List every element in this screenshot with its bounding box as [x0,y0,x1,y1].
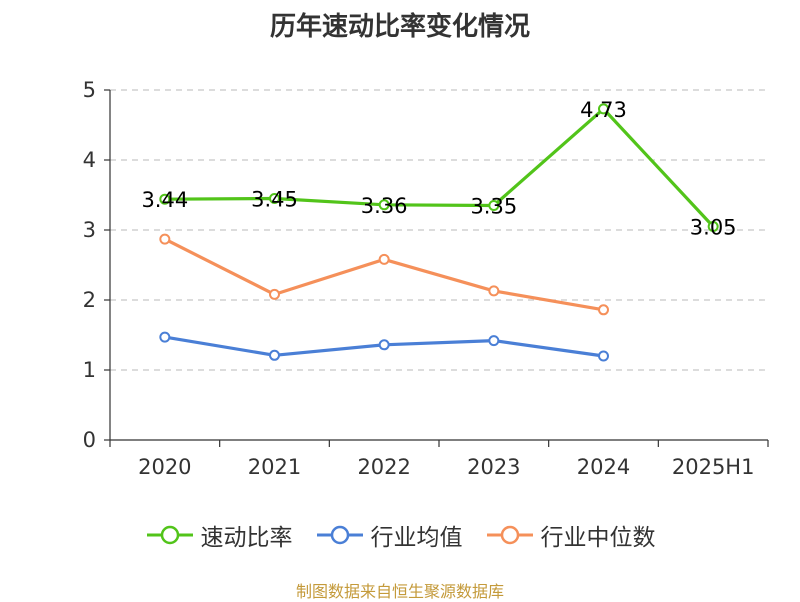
chart-title: 历年速动比率变化情况 [269,12,530,42]
grid-lines [110,89,768,371]
data-label: 3.44 [141,188,188,212]
x-tick-label: 2021 [248,455,301,479]
y-tick-label: 1 [83,358,96,382]
data-point [488,335,500,347]
data-label: 4.73 [580,98,627,122]
x-tick-label: 2023 [467,455,520,479]
data-label: 3.36 [361,194,408,218]
axes: 0 1 2 3 4 5 2020 2021 2022 2023 2024 2025H1 [83,78,769,479]
data-point [707,221,719,232]
legend-line-icon [486,525,533,545]
data-point [269,349,280,361]
data-point [269,288,280,300]
data-point [488,200,500,211]
data-labels: 3.44 3.45 3.36 3.35 4.73 3.05 [141,98,736,240]
y-tick-label: 3 [83,218,96,242]
x-tick-label: 2024 [577,455,630,479]
y-tick-label: 5 [83,78,96,102]
data-point [159,331,171,343]
data-label: 3.35 [470,195,517,219]
data-point [378,199,390,211]
x-tick-label: 2022 [357,455,410,479]
y-tick-label: 4 [83,148,96,172]
y-tick-label: 2 [83,288,96,312]
data-point [598,304,609,316]
data-label: 3.45 [251,188,298,212]
legend-item-quick-ratio[interactable]: 速动比率 [145,518,293,552]
data-point [378,339,390,351]
data-point [378,253,390,265]
series-line [164,107,715,228]
data-point [598,350,609,362]
legend-label: 速动比率 [200,525,293,551]
y-tick-label: 0 [83,428,96,452]
data-label: 3.05 [690,216,737,240]
x-tick-label: 2025H1 [672,455,755,479]
legend-label: 行业中位数 [540,525,656,551]
data-point [488,285,500,297]
data-point [159,233,171,245]
data-point [269,193,280,204]
series-lines [159,103,719,362]
x-tick-label: 2020 [138,455,191,479]
legend-line-icon [316,525,363,545]
data-point [598,103,609,115]
legend: 速动比率 行业均值 行业中位数 [0,518,800,552]
legend-label: 行业均值 [370,525,463,551]
legend-line-icon [146,525,193,545]
series-line [164,237,604,312]
source-note: 制图数据来自恒生聚源数据库 [295,582,504,601]
data-point [159,193,171,205]
legend-item-industry-mean[interactable]: 行业均值 [315,518,463,552]
legend-item-industry-median[interactable]: 行业中位数 [485,518,656,552]
